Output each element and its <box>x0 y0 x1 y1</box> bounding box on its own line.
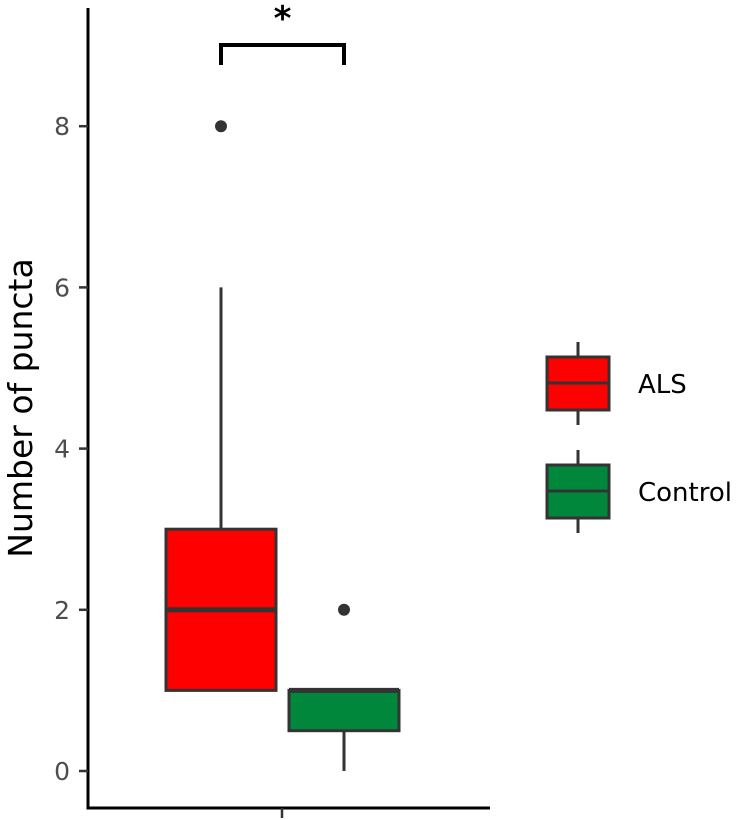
outlier-point <box>215 120 227 133</box>
y-tick-label: 8 <box>54 112 70 141</box>
y-tick-label: 6 <box>54 273 70 302</box>
y-tick-label: 4 <box>54 435 70 464</box>
y-axis-title: Number of puncta <box>1 258 40 557</box>
legend-label: ALS <box>638 370 687 400</box>
legend-item-als: ALS <box>545 342 687 425</box>
y-tick-label: 0 <box>54 757 70 786</box>
y-tick-label: 2 <box>54 596 70 625</box>
significance-label: * <box>274 0 292 39</box>
significance-annotation: * <box>219 0 346 65</box>
axes <box>86 8 490 818</box>
outlier-point <box>338 603 350 616</box>
legend: ALS Control <box>545 342 732 533</box>
box-series <box>164 120 401 771</box>
legend-item-control: Control <box>545 450 732 533</box>
significance-bracket <box>219 43 346 65</box>
box-als <box>164 120 278 692</box>
box-control <box>287 603 401 771</box>
iqr-box <box>287 688 401 733</box>
y-axis-ticks: 0 2 4 6 8 <box>54 112 88 786</box>
legend-label: Control <box>638 478 732 508</box>
